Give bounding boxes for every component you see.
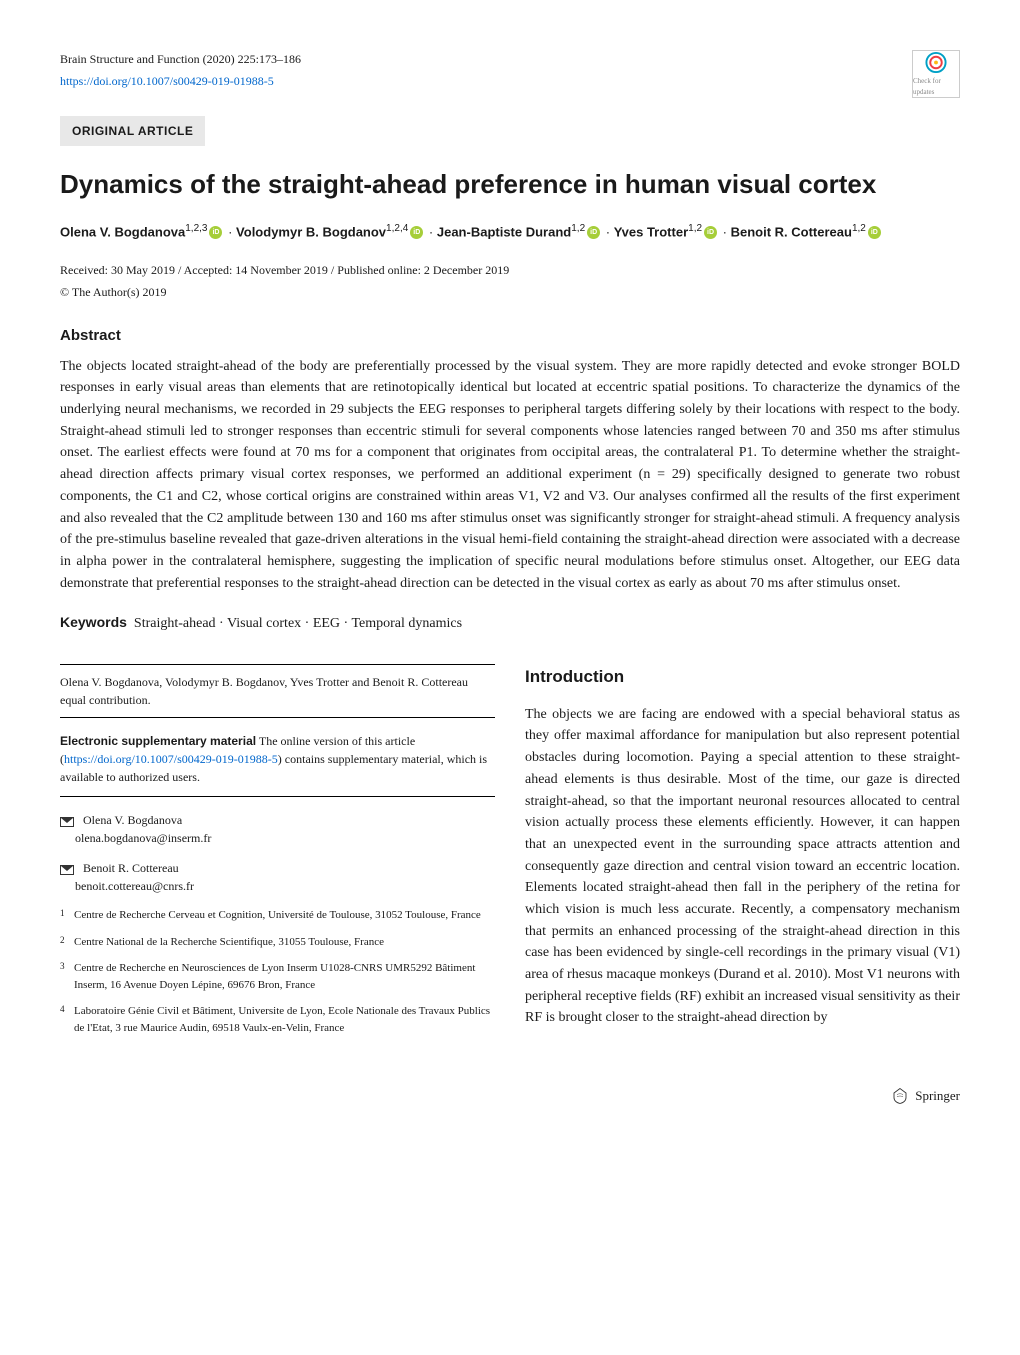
- publisher-name: Springer: [915, 1086, 960, 1106]
- doi-link[interactable]: https://doi.org/10.1007/s00429-019-01988…: [60, 74, 274, 88]
- abstract-heading: Abstract: [60, 325, 960, 348]
- envelope-icon: [60, 817, 74, 827]
- keywords-text: Straight-ahead · Visual cortex · EEG · T…: [134, 616, 462, 631]
- crossmark-icon: [924, 51, 948, 74]
- correspondent-email: benoit.cottereau@cnrs.fr: [75, 879, 194, 893]
- copyright-line: © The Author(s) 2019: [60, 283, 960, 301]
- author-list: Olena V. Bogdanova1,2,3 · Volodymyr B. B…: [60, 220, 960, 243]
- correspondent: Olena V. Bogdanova olena.bogdanova@inser…: [60, 811, 495, 847]
- author-sep: ·: [425, 224, 437, 239]
- author-affil-ref: 1,2: [852, 223, 866, 234]
- affiliation: 2Centre National de la Recherche Scienti…: [60, 934, 495, 951]
- crossmark-badge[interactable]: Check for updates: [912, 50, 960, 98]
- esm-link[interactable]: https://doi.org/10.1007/s00429-019-01988…: [64, 752, 278, 766]
- affil-num: 1: [60, 907, 74, 924]
- orcid-icon[interactable]: [868, 226, 881, 239]
- esm-label: Electronic supplementary material: [60, 734, 256, 748]
- affil-num: 4: [60, 1003, 74, 1036]
- crossmark-label: Check for updates: [913, 76, 959, 97]
- introduction-text: The objects we are facing are endowed wi…: [525, 704, 960, 1029]
- journal-reference: Brain Structure and Function (2020) 225:…: [60, 50, 301, 68]
- orcid-icon[interactable]: [410, 226, 423, 239]
- doi-prefix: https://doi.org/: [60, 74, 131, 88]
- springer-icon: [891, 1087, 909, 1105]
- author-affil-ref: 1,2,3: [185, 223, 207, 234]
- abstract-text: The objects located straight-ahead of th…: [60, 356, 960, 595]
- correspondent: Benoit R. Cottereau benoit.cottereau@cnr…: [60, 859, 495, 895]
- correspondent-name: Olena V. Bogdanova: [83, 813, 182, 827]
- author-sep: ·: [602, 224, 614, 239]
- affiliation: 1Centre de Recherche Cerveau et Cognitio…: [60, 907, 495, 924]
- affil-text: Centre de Recherche en Neurosciences de …: [74, 960, 495, 993]
- keywords-label: Keywords: [60, 614, 127, 630]
- article-title: Dynamics of the straight-ahead preferenc…: [60, 168, 960, 202]
- affiliation: 3Centre de Recherche en Neurosciences de…: [60, 960, 495, 993]
- page-footer: Springer: [60, 1086, 960, 1106]
- affil-num: 3: [60, 960, 74, 993]
- author-name: Yves Trotter: [614, 224, 688, 239]
- author-name: Benoit R. Cottereau: [731, 224, 852, 239]
- orcid-icon[interactable]: [587, 226, 600, 239]
- contribution-note: Olena V. Bogdanova, Volodymyr B. Bogdano…: [60, 664, 495, 718]
- correspondent-email: olena.bogdanova@inserm.fr: [75, 831, 211, 845]
- author-name: Jean-Baptiste Durand: [437, 224, 571, 239]
- article-type-badge: ORIGINAL ARTICLE: [60, 116, 205, 146]
- author-affil-ref: 1,2,4: [386, 223, 408, 234]
- author-affil-ref: 1,2: [688, 223, 702, 234]
- affil-text: Laboratoire Génie Civil et Bâtiment, Uni…: [74, 1003, 495, 1036]
- orcid-icon[interactable]: [704, 226, 717, 239]
- author-name: Volodymyr B. Bogdanov: [236, 224, 386, 239]
- affil-text: Centre National de la Recherche Scientif…: [74, 934, 384, 951]
- author-sep: ·: [719, 224, 731, 239]
- correspondent-name: Benoit R. Cottereau: [83, 861, 179, 875]
- keywords-line: Keywords Straight-ahead · Visual cortex …: [60, 612, 960, 634]
- affil-num: 2: [60, 934, 74, 951]
- author-name: Olena V. Bogdanova: [60, 224, 185, 239]
- esm-block: Electronic supplementary material The on…: [60, 732, 495, 797]
- affiliation: 4Laboratoire Génie Civil et Bâtiment, Un…: [60, 1003, 495, 1036]
- author-affil-ref: 1,2: [571, 223, 585, 234]
- article-dates: Received: 30 May 2019 / Accepted: 14 Nov…: [60, 261, 960, 279]
- doi-value: 10.1007/s00429-019-01988-5: [131, 74, 274, 88]
- orcid-icon[interactable]: [209, 226, 222, 239]
- envelope-icon: [60, 865, 74, 875]
- author-sep: ·: [224, 224, 236, 239]
- affil-text: Centre de Recherche Cerveau et Cognition…: [74, 907, 481, 924]
- introduction-heading: Introduction: [525, 664, 960, 690]
